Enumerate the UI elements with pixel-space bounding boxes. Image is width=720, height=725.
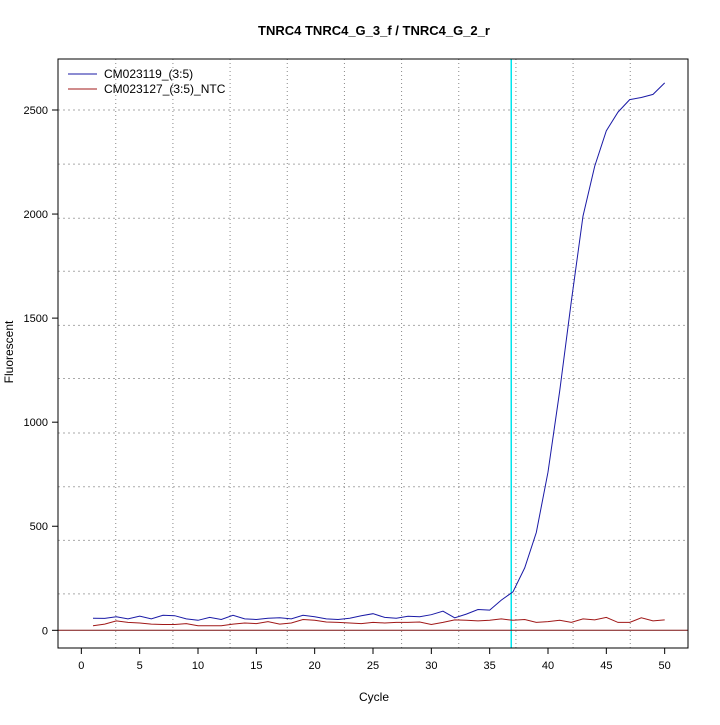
x-tick-label: 0 — [78, 660, 84, 672]
series-group — [92, 82, 666, 627]
chart-title: TNRC4 TNRC4_G_3_f / TNRC4_G_2_r — [258, 23, 490, 38]
y-tick-label: 2000 — [24, 209, 48, 221]
x-tick-label: 40 — [542, 660, 554, 672]
y-tick-label: 2500 — [24, 105, 48, 117]
y-axis-label: Fluorescent — [2, 320, 16, 383]
x-tick-label: 30 — [425, 660, 437, 672]
x-tick-label: 10 — [192, 660, 204, 672]
legend-label-series-2: CM023127_(3:5)_NTC — [104, 82, 226, 96]
legend-label-series-1: CM023119_(3:5) — [104, 67, 193, 81]
x-tick-label: 50 — [659, 660, 671, 672]
x-tick-label: 20 — [309, 660, 321, 672]
y-tick-label: 0 — [42, 625, 48, 637]
y-tick-label: 500 — [30, 521, 48, 533]
series-line-2 — [92, 616, 665, 627]
series-line-1 — [92, 82, 666, 621]
plot-frame — [57, 58, 689, 649]
y-axis: 0 500 1000 1500 2000 2500 — [24, 105, 58, 637]
x-tick-label: 15 — [250, 660, 262, 672]
x-axis: 0 5 10 15 20 25 30 35 40 45 50 — [78, 647, 671, 672]
x-tick-label: 35 — [484, 660, 496, 672]
grid — [58, 59, 688, 648]
x-axis-label: Cycle — [359, 690, 389, 704]
x-tick-label: 45 — [600, 660, 612, 672]
y-tick-label: 1500 — [24, 313, 48, 325]
legend: CM023119_(3:5) CM023127_(3:5)_NTC — [68, 67, 226, 96]
x-tick-label: 25 — [367, 660, 379, 672]
y-tick-label: 1000 — [24, 417, 48, 429]
x-tick-label: 5 — [137, 660, 143, 672]
